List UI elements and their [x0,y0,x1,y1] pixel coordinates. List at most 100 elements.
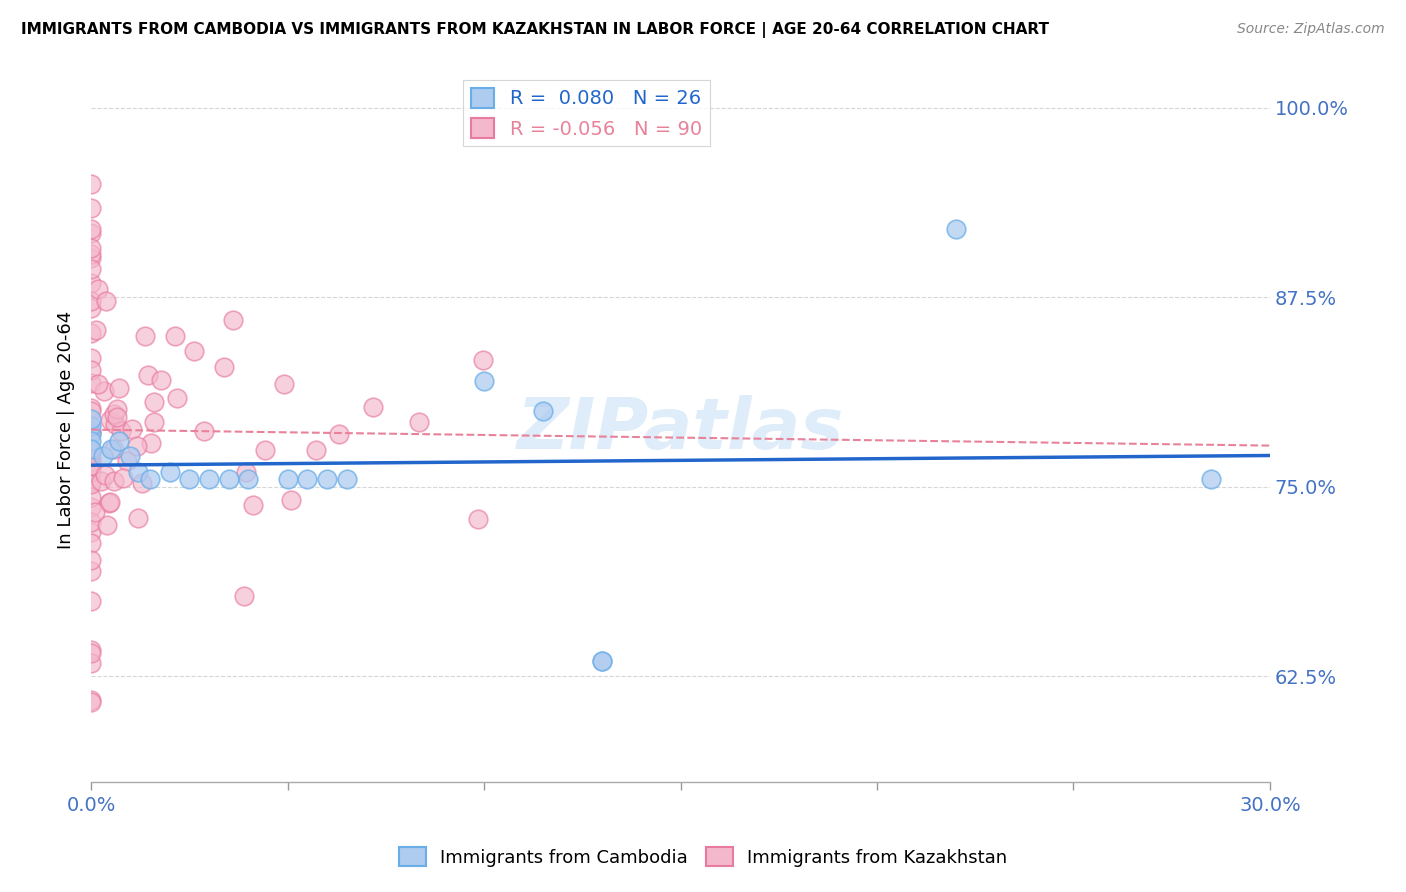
Point [80,525,103,540]
Text: ZIPatlas: ZIPatlas [517,395,844,465]
Point [277,472,299,486]
Text: IMMIGRANTS FROM CAMBODIA VS IMMIGRANTS FROM KAZAKHSTAN IN LABOR FORCE | AGE 20-6: IMMIGRANTS FROM CAMBODIA VS IMMIGRANTS F… [21,22,1049,38]
Point [90,474,112,488]
Point [91,450,114,464]
Point [80,202,103,216]
Point [104,417,127,431]
Point [86,282,108,296]
Point [86,376,108,391]
Point [235,466,257,480]
Point [80,444,103,458]
Point [328,427,350,442]
Point [80,434,103,449]
Point [80,261,103,276]
Y-axis label: In Labor Force | Age 20-64: In Labor Force | Age 20-64 [58,310,75,549]
Point [80,401,103,415]
Point [80,252,103,266]
Point [80,246,103,260]
Point [80,552,103,566]
Point [80,326,103,340]
Point [80,276,103,290]
Point [163,329,186,343]
Point [103,407,125,421]
Point [80,221,103,235]
Point [80,564,103,578]
Point [80,404,103,418]
Point [80,695,103,709]
Point [212,359,235,374]
Point [80,411,103,425]
Point [98,413,121,427]
Point [110,425,132,439]
Point [80,301,103,315]
Point [159,465,181,479]
Point [115,454,138,468]
Point [408,415,430,429]
Point [80,241,103,255]
Point [80,177,103,191]
Point [100,442,122,456]
Legend: Immigrants from Cambodia, Immigrants from Kazakhstan: Immigrants from Cambodia, Immigrants fro… [391,840,1015,874]
Point [179,472,201,486]
Point [471,353,494,368]
Point [108,381,131,395]
Point [945,222,967,236]
Point [233,589,256,603]
Point [93,468,115,483]
Point [80,500,103,515]
Point [121,422,143,436]
Point [80,227,103,241]
Point [254,442,277,457]
Point [591,654,613,668]
Text: Source: ZipAtlas.com: Source: ZipAtlas.com [1237,22,1385,37]
Point [150,373,173,387]
Point [93,384,115,398]
Point [80,351,103,365]
Point [103,474,125,488]
Point [335,472,357,486]
Point [105,409,128,424]
Point [105,401,128,416]
Point [80,465,103,479]
Point [80,455,103,469]
Point [111,471,134,485]
Point [80,419,103,434]
Point [1199,472,1222,486]
Point [80,450,103,465]
Point [107,434,129,449]
Point [363,400,385,414]
Point [84,505,107,519]
Point [134,328,156,343]
Point [103,442,125,456]
Point [139,472,162,486]
Point [80,424,103,438]
Point [80,515,103,529]
Point [127,439,149,453]
Point [80,294,103,309]
Point [80,476,103,491]
Point [80,693,103,707]
Point [280,493,302,508]
Point [80,657,103,671]
Point [131,475,153,490]
Point [80,425,103,440]
Point [183,344,205,359]
Point [80,643,103,657]
Point [238,472,260,486]
Point [218,472,240,486]
Point [127,465,149,479]
Point [591,654,613,668]
Point [84,323,107,337]
Point [242,498,264,512]
Point [222,312,245,326]
Point [273,377,295,392]
Point [98,495,121,509]
Point [80,647,103,661]
Point [80,475,103,490]
Point [139,435,162,450]
Point [80,459,103,474]
Point [193,425,215,439]
Legend: R =  0.080   N = 26, R = -0.056   N = 90: R = 0.080 N = 26, R = -0.056 N = 90 [463,80,710,146]
Point [96,293,118,308]
Point [97,496,120,510]
